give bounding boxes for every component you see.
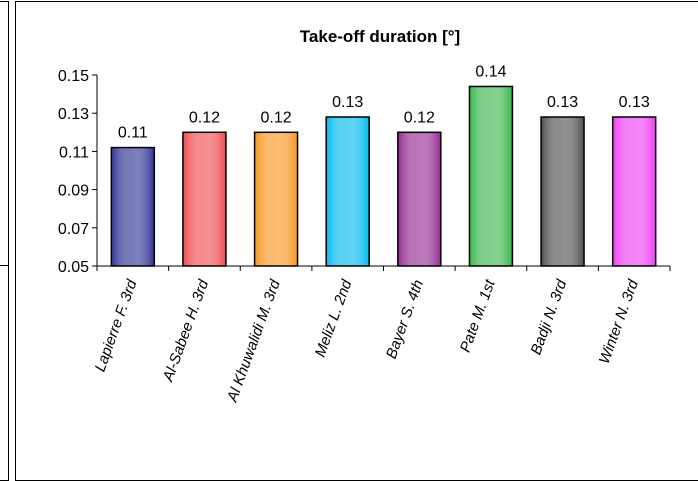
y-tick-label: 0.15 <box>58 68 89 85</box>
y-tick-label: 0.07 <box>58 221 89 238</box>
chart-title: Take-off duration [°] <box>300 27 460 46</box>
y-axis: 0.05 0.07 0.09 0.11 0.13 0.15 <box>58 68 98 276</box>
data-label: 0.13 <box>332 94 363 111</box>
data-label: 0.11 <box>118 125 148 142</box>
category-label: Meliz L. 2nd <box>312 277 356 359</box>
data-label: 0.13 <box>619 94 650 111</box>
category-label: Bayer S. 4th <box>383 278 427 361</box>
data-label: 0.14 <box>475 63 506 80</box>
data-labels: 0.11 0.12 0.12 0.13 0.12 0.14 0.13 0.13 <box>118 63 650 141</box>
y-tick-label: 0.09 <box>58 183 89 200</box>
bar <box>468 85 514 267</box>
category-label: Pate M. 1st <box>457 277 499 355</box>
category-label: Badji N. 3rd <box>528 277 571 357</box>
category-label: Winter N. 3rd <box>596 277 642 366</box>
x-axis <box>96 265 671 271</box>
category-label: Al-Sabee H. 3rd <box>159 277 212 385</box>
category-label: Lapierre F. 3rd <box>92 277 141 374</box>
data-label: 0.13 <box>547 94 578 111</box>
adjacent-chart-axis-stub <box>0 265 9 266</box>
bar <box>253 131 299 267</box>
bar <box>325 116 370 267</box>
y-tick-label: 0.05 <box>58 259 89 276</box>
data-label: 0.12 <box>260 109 291 126</box>
bar-series <box>110 85 657 267</box>
bar <box>611 116 657 267</box>
y-tick-label: 0.13 <box>58 106 89 123</box>
bar <box>182 131 227 267</box>
category-label: Al Khuwalidi M. 3rd <box>224 277 284 405</box>
bar <box>397 131 442 267</box>
bar <box>110 146 156 267</box>
y-tick-label: 0.11 <box>59 144 89 161</box>
data-label: 0.12 <box>189 109 220 126</box>
category-labels: Lapierre F. 3rd Al-Sabee H. 3rd Al Khuwali… <box>92 277 643 405</box>
bar <box>540 116 585 267</box>
data-label: 0.12 <box>404 109 435 126</box>
